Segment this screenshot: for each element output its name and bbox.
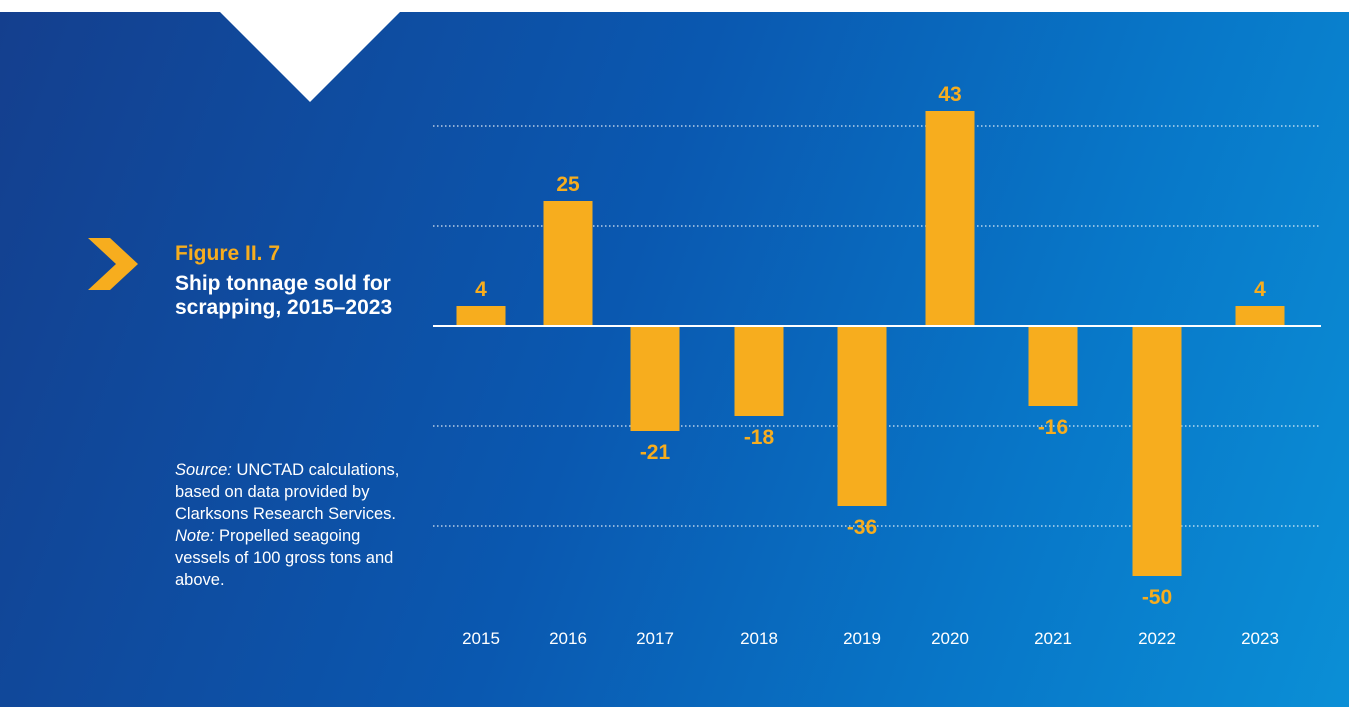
data-label-2020: 43 <box>938 83 961 106</box>
bar-2022 <box>1132 326 1182 576</box>
note-text: Propelled seagoing vessels of 100 gross … <box>175 527 394 589</box>
data-label-2017: -21 <box>640 441 671 464</box>
x-tick-label-2017: 2017 <box>636 629 674 648</box>
bar-2023 <box>1235 306 1285 326</box>
data-label-2016: 25 <box>556 173 580 196</box>
source-text: UNCTAD calculations, based on data provi… <box>175 461 400 523</box>
x-tick-label-2020: 2020 <box>931 629 969 648</box>
bar-chart: 4 2015 25 2016 -21 2017 -18 2018 -36 2019 43 2020 -1… <box>433 83 1321 648</box>
figure-panel: Figure II. 7 Ship tonnage sold for scrap… <box>0 12 1349 707</box>
figure-label: Figure II. 7 <box>175 242 281 265</box>
note-prefix: Note: <box>175 527 215 545</box>
data-label-2018: -18 <box>744 426 775 449</box>
bar-2015 <box>456 306 506 326</box>
data-label-2019: -36 <box>847 516 877 539</box>
x-tick-label-2019: 2019 <box>843 629 881 648</box>
data-label-2022: -50 <box>1142 586 1172 609</box>
bar-2017 <box>630 326 680 431</box>
data-label-2015: 4 <box>475 278 487 301</box>
bar-2018 <box>734 326 784 416</box>
bar-2020 <box>925 111 975 326</box>
x-tick-label-2016: 2016 <box>549 629 587 648</box>
source-note: Source: UNCTAD calculations, based on da… <box>175 459 415 591</box>
data-label-2023: 4 <box>1254 278 1266 301</box>
source-line: Source: UNCTAD calculations, based on da… <box>175 459 415 525</box>
x-tick-label-2021: 2021 <box>1034 629 1072 648</box>
data-label-2021: -16 <box>1038 416 1068 439</box>
bar-2021 <box>1028 326 1078 406</box>
figure-title: Ship tonnage sold for scrapping, 2015–20… <box>175 272 393 319</box>
x-tick-label-2023: 2023 <box>1241 629 1279 648</box>
top-notch-decoration <box>220 12 400 102</box>
x-tick-label-2022: 2022 <box>1138 629 1176 648</box>
x-tick-label-2015: 2015 <box>462 629 500 648</box>
bar-2019 <box>837 326 887 506</box>
bar-2016 <box>543 201 593 326</box>
chevron-right-icon <box>88 238 138 290</box>
x-tick-label-2018: 2018 <box>740 629 778 648</box>
source-prefix: Source: <box>175 461 232 479</box>
note-line: Note: Propelled seagoing vessels of 100 … <box>175 525 415 591</box>
